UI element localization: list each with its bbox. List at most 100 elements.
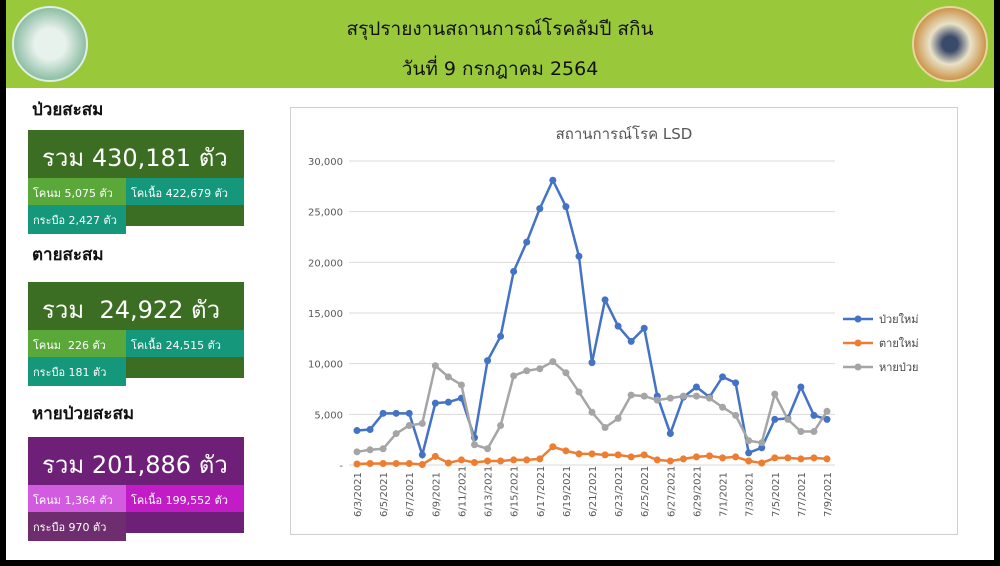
- data-point: [366, 459, 374, 467]
- data-point: [810, 428, 818, 436]
- dashboard: สรุปรายงานสถานการณ์โรคลัมปี สกิน วันที่ …: [6, 0, 994, 560]
- series-1: [353, 443, 831, 468]
- data-point: [431, 452, 439, 460]
- report-date: วันที่ 9 กรกฎาคม 2564: [401, 58, 599, 80]
- data-point: [692, 453, 700, 461]
- department-seal-icon: [12, 6, 88, 82]
- data-point: [758, 444, 766, 452]
- y-tick-label: 30,000: [308, 157, 343, 168]
- x-tick-label: 6/3/2021: [353, 472, 364, 517]
- data-point: [444, 398, 452, 406]
- data-point: [497, 421, 505, 429]
- data-point: [784, 454, 792, 462]
- data-point: [523, 238, 531, 246]
- header-banner: สรุปรายงานสถานการณ์โรคลัมปี สกิน วันที่ …: [6, 0, 994, 88]
- data-point: [706, 394, 713, 402]
- x-tick-label: 6/25/2021: [640, 466, 651, 517]
- x-tick-label: 6/9/2021: [431, 472, 442, 517]
- y-tick-label: 10,000: [308, 360, 343, 371]
- data-point: [575, 450, 583, 458]
- data-point: [823, 415, 831, 423]
- data-point: [810, 411, 818, 419]
- sick-title: ป่วยสะสม: [32, 100, 104, 120]
- data-point: [614, 322, 622, 330]
- data-point: [392, 459, 400, 467]
- chart-container: สถานการณ์โรค LSD - 5,000 10,000 15,000 20,000…: [290, 107, 958, 535]
- sick-dairy-cattle: โคนม 5,075 ตัว: [28, 178, 126, 205]
- data-point: [758, 439, 766, 447]
- recovered-panel: รวม 201,886 ตัว โคนม 1,364 ตัว โคเนื้อ 1…: [28, 437, 244, 541]
- x-tick-label: 6/5/2021: [379, 472, 390, 517]
- data-point: [797, 428, 805, 436]
- data-point: [392, 409, 400, 417]
- data-point: [784, 415, 792, 423]
- data-point: [562, 203, 570, 211]
- data-point: [457, 456, 465, 464]
- data-point: [405, 409, 413, 417]
- data-point: [666, 457, 674, 465]
- data-point: [549, 176, 557, 184]
- data-point: [588, 450, 596, 458]
- sick-beef-cattle: โคเนื้อ 422,679 ตัว: [126, 178, 244, 205]
- sick-panel: รวม 430,181 ตัว โคนม 5,075 ตัว โคเนื้อ 4…: [28, 130, 244, 234]
- data-point: [745, 437, 753, 445]
- data-point: [379, 459, 387, 467]
- data-point: [810, 454, 818, 462]
- data-point: [771, 390, 779, 398]
- data-point: [562, 447, 570, 455]
- data-point: [379, 409, 387, 417]
- y-tick-label: -: [339, 461, 343, 472]
- data-point: [523, 367, 531, 375]
- data-point: [601, 296, 609, 304]
- data-point: [823, 455, 831, 463]
- data-point: [353, 427, 361, 435]
- legend-marker: [854, 363, 862, 371]
- data-point: [510, 456, 518, 464]
- data-point: [471, 458, 478, 466]
- data-point: [484, 445, 492, 453]
- data-point: [471, 441, 478, 449]
- data-point: [562, 369, 570, 377]
- recovered-dairy-cattle: โคนม 1,364 ตัว: [28, 485, 126, 512]
- dead-dairy-cattle: โคนม 226 ตัว: [28, 330, 126, 357]
- data-point: [745, 449, 753, 457]
- data-point: [719, 454, 727, 462]
- data-point: [679, 455, 687, 463]
- data-point: [627, 453, 635, 461]
- recovered-beef-cattle: โคเนื้อ 199,552 ตัว: [126, 485, 244, 512]
- data-point: [706, 452, 713, 460]
- legend-marker: [854, 339, 862, 347]
- x-tick-label: 6/21/2021: [588, 466, 599, 517]
- x-tick-label: 7/7/2021: [797, 472, 808, 517]
- x-tick-label: 6/29/2021: [692, 466, 703, 517]
- data-point: [758, 459, 766, 467]
- data-point: [719, 373, 727, 381]
- data-point: [640, 451, 648, 459]
- data-point: [601, 424, 609, 432]
- data-point: [392, 430, 400, 438]
- data-point: [797, 455, 805, 463]
- data-point: [732, 453, 740, 461]
- data-point: [640, 392, 648, 400]
- legend-label: ตายใหม่: [879, 337, 919, 350]
- x-tick-label: 7/5/2021: [771, 472, 782, 517]
- x-tick-label: 6/15/2021: [510, 466, 521, 517]
- data-point: [797, 383, 805, 391]
- dead-total: รวม 24,922 ตัว: [28, 282, 244, 330]
- data-point: [719, 403, 727, 411]
- sick-total: รวม 430,181 ตัว: [28, 130, 244, 178]
- data-point: [366, 446, 374, 454]
- x-tick-label: 6/7/2021: [405, 472, 416, 517]
- data-point: [692, 383, 700, 391]
- dead-title: ตายสะสม: [32, 245, 104, 265]
- dead-panel: รวม 24,922 ตัว โคนม 226 ตัว โคเนื้อ 24,5…: [28, 282, 244, 386]
- data-point: [457, 381, 465, 389]
- data-point: [497, 332, 505, 340]
- x-tick-label: 7/1/2021: [719, 472, 730, 517]
- data-point: [666, 430, 674, 438]
- data-point: [418, 451, 426, 459]
- data-point: [444, 459, 452, 467]
- x-tick-label: 6/13/2021: [484, 466, 495, 517]
- data-point: [575, 388, 583, 396]
- y-tick-label: 5,000: [314, 410, 343, 421]
